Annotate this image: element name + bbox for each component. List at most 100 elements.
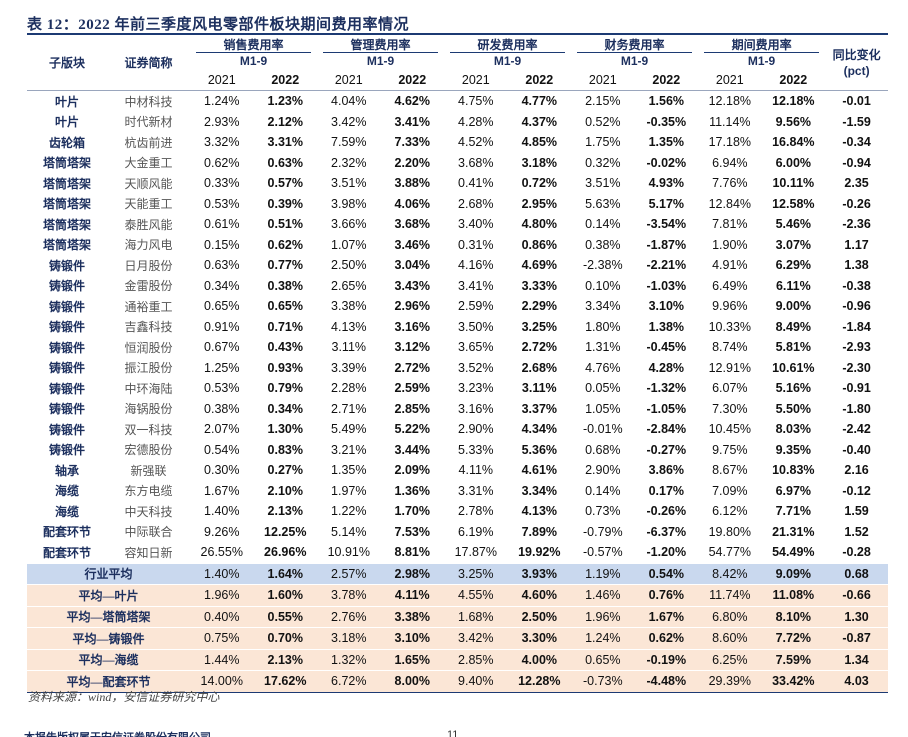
value-cell: -2.42 xyxy=(842,422,871,437)
value-cell: -0.91 xyxy=(842,381,871,396)
value-cell: 7.30% xyxy=(712,401,748,416)
segment-cell: 铸锻件 xyxy=(48,381,85,396)
value-cell: 0.53% xyxy=(204,381,240,396)
value-cell: 1.46% xyxy=(571,584,635,606)
segment-cell: 塔筒塔架 xyxy=(42,238,91,253)
value-cell: 6.97% xyxy=(775,483,812,498)
group-period: M1-9 xyxy=(493,53,522,68)
value-cell: 1.68% xyxy=(444,605,508,628)
value-cell: 3.41% xyxy=(394,114,430,129)
value-cell: 0.91% xyxy=(204,319,240,334)
name-cell: 海力风电 xyxy=(124,238,173,253)
group-period: M1-9 xyxy=(747,53,776,68)
value-cell: -0.35% xyxy=(646,114,687,129)
segment-cell: 铸锻件 xyxy=(48,361,85,376)
value-cell: 4.11% xyxy=(458,463,494,478)
value-cell: 1.70% xyxy=(394,504,430,519)
value-cell: -1.59 xyxy=(842,114,871,129)
value-cell: 29.39% xyxy=(698,670,762,692)
value-cell: 3.38% xyxy=(331,299,367,314)
value-cell: 3.25% xyxy=(444,562,508,585)
value-cell: 7.89% xyxy=(521,524,558,539)
segment-cell: 铸锻件 xyxy=(48,443,85,458)
header-group: 管理费用率 M1-9 xyxy=(317,34,445,70)
value-cell: 2.13% xyxy=(253,648,318,671)
summary-label: 平均—叶片 xyxy=(27,584,190,606)
value-cell: 1.96% xyxy=(190,584,254,606)
value-cell: 4.93% xyxy=(648,176,685,191)
value-cell: 7.33% xyxy=(394,135,430,150)
value-cell: 10.91% xyxy=(327,545,370,560)
value-cell: 1.60% xyxy=(253,584,318,606)
table-body: 子版块 证券简称 销售费用率 M1-9 管理费用率 M1-9 研发费用率 M1-9 财务费用率 M… xyxy=(27,34,889,692)
value-cell: 33.42% xyxy=(761,670,826,692)
value-cell: -0.94 xyxy=(842,155,871,170)
segment-cell: 塔筒塔架 xyxy=(42,176,91,191)
value-cell: 0.14% xyxy=(585,483,621,498)
value-cell: 2.65% xyxy=(331,278,367,293)
change-unit: (pct) xyxy=(843,63,870,78)
value-cell: 3.11% xyxy=(521,381,557,396)
value-cell: 0.61% xyxy=(204,217,240,232)
value-cell: -1.03% xyxy=(646,278,687,293)
data-row: 塔筒塔架 大金重工 0.62% 0.63% 2.32% 2.20% 3.68% 3.18% 0.… xyxy=(27,153,888,174)
summary-row: 平均—铸锻件 0.75% 0.70% 3.18% 3.10% 3.42% 3.30% 1.24… xyxy=(27,627,889,649)
year-cell: 2021 xyxy=(571,70,635,91)
value-cell: 10.33% xyxy=(708,319,752,334)
value-cell: 1.35% xyxy=(331,463,367,478)
value-cell: 4.80% xyxy=(521,217,558,232)
value-cell: 4.77% xyxy=(521,94,558,109)
value-cell: -6.37% xyxy=(646,524,687,539)
value-cell: 0.62% xyxy=(267,237,303,252)
value-cell: 0.67% xyxy=(204,340,240,355)
segment-cell: 铸锻件 xyxy=(48,402,85,417)
value-cell: 0.76% xyxy=(634,584,699,606)
value-cell: 3.21% xyxy=(331,442,367,457)
value-cell: -0.57% xyxy=(582,545,623,560)
value-cell: 0.75% xyxy=(190,627,254,649)
value-cell: -0.19% xyxy=(634,648,699,671)
summary-label: 平均—铸锻件 xyxy=(27,627,190,649)
value-cell: 3.41% xyxy=(458,278,494,293)
value-cell: 2.57% xyxy=(317,562,381,585)
value-cell: -1.32% xyxy=(646,381,687,396)
value-cell: 2.29% xyxy=(521,299,558,314)
segment-cell: 塔筒塔架 xyxy=(42,197,91,212)
value-cell: 0.52% xyxy=(585,114,621,129)
value-cell: 4.13% xyxy=(331,319,367,334)
value-cell: 3.44% xyxy=(394,442,430,457)
value-cell: -2.36 xyxy=(842,217,871,232)
value-cell: 2.07% xyxy=(204,422,240,437)
value-cell: -0.38 xyxy=(842,278,871,293)
value-cell: -0.26 xyxy=(842,196,871,211)
value-cell: 3.07% xyxy=(775,237,812,252)
value-cell: 0.38% xyxy=(585,237,621,252)
group-name: 管理费用率 xyxy=(350,37,411,52)
name-cell: 容知日新 xyxy=(124,545,173,560)
value-cell: 1.56% xyxy=(648,94,685,109)
data-row: 塔筒塔架 泰胜风能 0.61% 0.51% 3.66% 3.68% 3.40% 4.80% 0.… xyxy=(27,214,888,235)
value-cell: 19.92% xyxy=(518,545,561,560)
data-row: 齿轮箱 杭齿前进 3.32% 3.31% 7.59% 7.33% 4.52% 4.85% 1.7… xyxy=(27,132,888,153)
value-cell: 1.24% xyxy=(571,627,635,649)
value-cell: 0.55% xyxy=(253,605,318,628)
value-cell: 12.25% xyxy=(264,524,307,539)
value-cell: -3.54% xyxy=(646,217,687,232)
summary-row: 平均—塔筒塔架 0.40% 0.55% 2.76% 3.38% 1.68% 2.50% 1.9… xyxy=(27,605,889,628)
value-cell: 6.72% xyxy=(317,670,381,692)
value-cell: 1.24% xyxy=(204,94,240,109)
name-cell: 新强联 xyxy=(130,463,167,478)
value-cell: 3.93% xyxy=(507,562,572,585)
segment-cell: 海缆 xyxy=(54,504,79,519)
value-cell: 3.32% xyxy=(204,135,240,150)
name-cell: 杭齿前进 xyxy=(124,135,173,150)
value-cell: 3.31% xyxy=(267,135,303,150)
data-table: 子版块 证券简称 销售费用率 M1-9 管理费用率 M1-9 研发费用率 M1-9 财务费用率 M… xyxy=(27,33,889,693)
data-row: 铸锻件 金雷股份 0.34% 0.38% 2.65% 3.43% 3.41% 3.33% 0.1… xyxy=(27,276,888,297)
value-cell: 3.43% xyxy=(394,278,430,293)
group-period: M1-9 xyxy=(239,53,268,68)
value-cell: 0.71% xyxy=(267,319,303,334)
value-cell: 2.13% xyxy=(267,504,303,519)
value-cell: 1.40% xyxy=(204,504,240,519)
value-cell: -0.87 xyxy=(825,627,889,649)
